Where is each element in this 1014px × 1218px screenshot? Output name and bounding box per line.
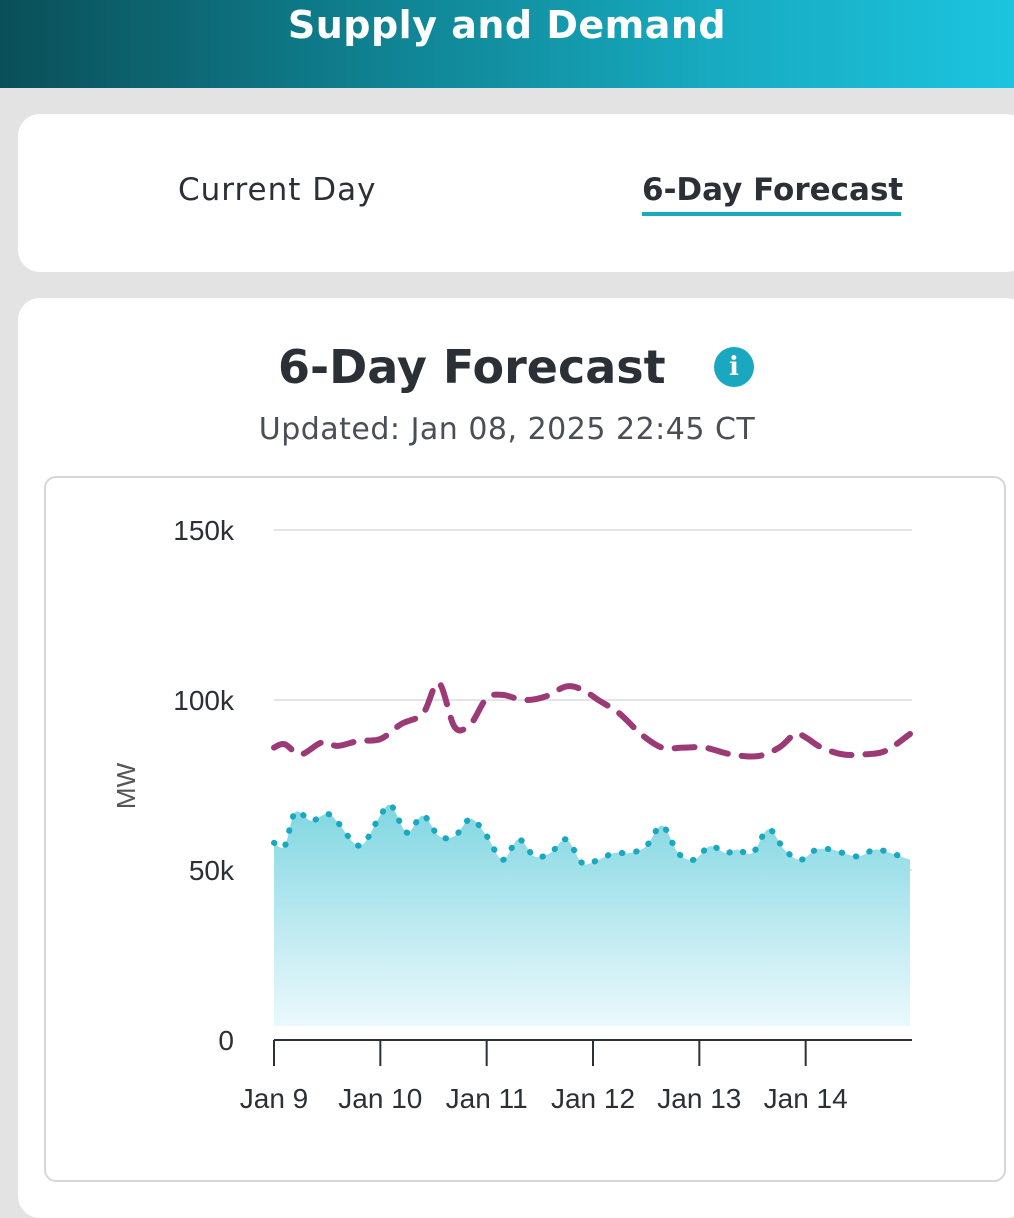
x-tick-label: Jan 14 xyxy=(764,1083,848,1114)
y-tick-label: 100k xyxy=(173,685,235,716)
page-title: Supply and Demand xyxy=(287,3,727,47)
tab-6-day-forecast[interactable]: 6-Day Forecast xyxy=(642,172,904,208)
x-tick-label: Jan 11 xyxy=(446,1083,528,1114)
chart-title: 6-Day Forecast xyxy=(278,340,666,394)
x-tick-label: Jan 13 xyxy=(657,1083,741,1114)
tab-bar: Current Day 6-Day Forecast xyxy=(18,114,1014,272)
tab-current-day[interactable]: Current Day xyxy=(178,172,377,208)
y-tick-label: 150k xyxy=(173,515,235,546)
supply-area xyxy=(274,804,910,1026)
y-axis-label: MW xyxy=(111,762,141,809)
x-tick-label: Jan 9 xyxy=(240,1083,309,1114)
x-tick-label: Jan 12 xyxy=(551,1083,635,1114)
chart-container xyxy=(44,476,1006,1182)
x-tick-label: Jan 10 xyxy=(338,1083,422,1114)
info-icon[interactable]: i xyxy=(714,347,754,387)
supply-series-line xyxy=(271,801,913,868)
app-header: Supply and Demand xyxy=(0,0,1014,88)
updated-timestamp: Updated: Jan 08, 2025 22:45 CT xyxy=(258,412,756,447)
y-tick-label: 0 xyxy=(218,1025,234,1056)
demand-series-line xyxy=(271,680,913,760)
active-tab-indicator xyxy=(642,212,901,216)
y-tick-label: 50k xyxy=(189,855,235,886)
